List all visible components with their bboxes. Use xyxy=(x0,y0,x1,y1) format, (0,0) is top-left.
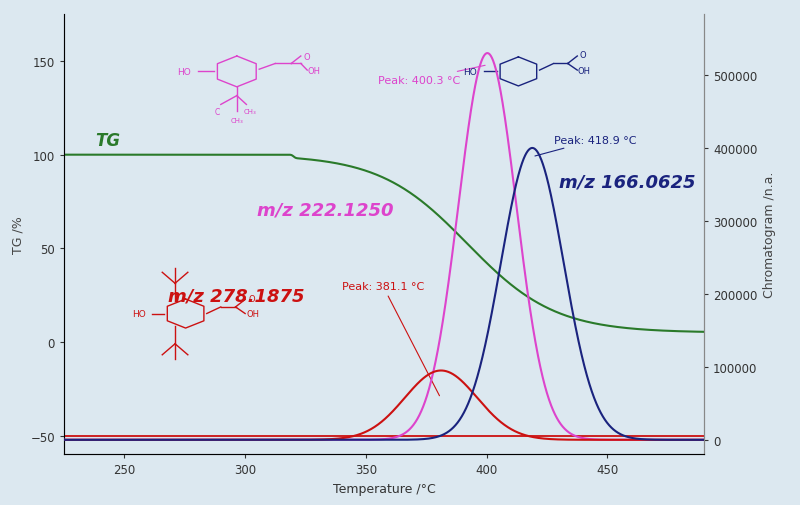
Text: OH: OH xyxy=(307,67,320,75)
Text: m/z 222.1250: m/z 222.1250 xyxy=(258,201,394,219)
X-axis label: Temperature /°C: Temperature /°C xyxy=(333,482,435,495)
Text: TG: TG xyxy=(95,132,120,150)
Text: O: O xyxy=(580,51,586,60)
Text: Peak: 400.3 °C: Peak: 400.3 °C xyxy=(378,66,485,85)
Text: m/z 278.1875: m/z 278.1875 xyxy=(168,287,304,305)
Text: CH₃: CH₃ xyxy=(243,109,256,115)
Text: Peak: 418.9 °C: Peak: 418.9 °C xyxy=(535,135,637,157)
Y-axis label: Chromatogram /n.a.: Chromatogram /n.a. xyxy=(763,172,776,298)
Text: C: C xyxy=(215,108,220,116)
Text: CH₃: CH₃ xyxy=(230,118,243,124)
Text: O: O xyxy=(304,53,310,62)
Y-axis label: TG /%: TG /% xyxy=(12,216,25,254)
Text: m/z 166.0625: m/z 166.0625 xyxy=(559,173,695,191)
Text: OH: OH xyxy=(578,67,591,75)
Text: HO: HO xyxy=(132,310,146,318)
Text: Peak: 381.1 °C: Peak: 381.1 °C xyxy=(342,281,439,396)
Text: HO: HO xyxy=(463,68,478,77)
Text: O: O xyxy=(248,294,255,303)
Text: HO: HO xyxy=(177,68,190,77)
Text: OH: OH xyxy=(246,310,259,318)
